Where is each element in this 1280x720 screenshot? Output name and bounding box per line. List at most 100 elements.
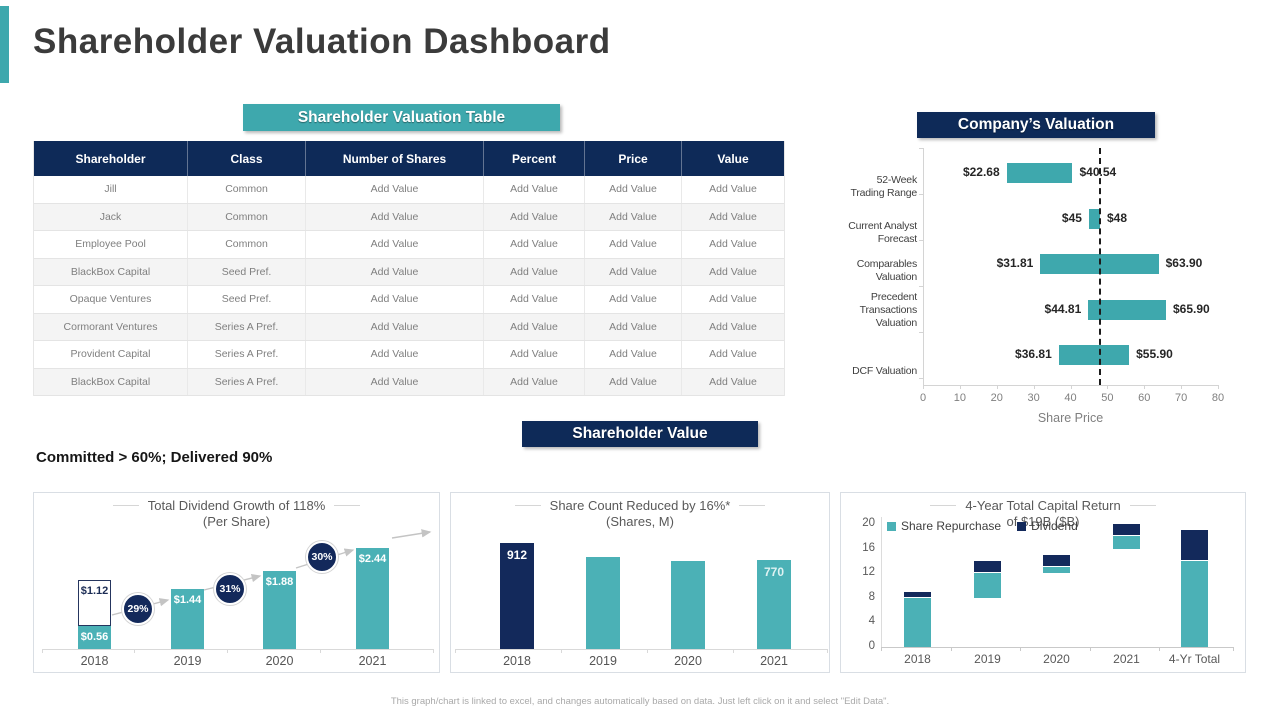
range-bar[interactable] bbox=[1088, 209, 1100, 229]
range-low-label: $44.81 bbox=[1044, 302, 1082, 316]
table-cell[interactable]: Common bbox=[188, 231, 306, 258]
table-cell[interactable]: Add Value bbox=[484, 203, 585, 230]
shareholder-valuation-table[interactable]: Shareholder Class Number of Shares Percent P… bbox=[33, 141, 785, 396]
table-cell[interactable]: Add Value bbox=[306, 368, 484, 395]
x-axis-tick bbox=[1144, 385, 1146, 389]
table-cell[interactable]: Add Value bbox=[585, 286, 682, 313]
table-cell[interactable]: Seed Pref. bbox=[188, 258, 306, 285]
dividend-bar-segment[interactable] bbox=[263, 571, 296, 649]
x-axis-tick bbox=[1107, 385, 1109, 389]
category-axis-tick bbox=[919, 378, 923, 379]
table-cell[interactable]: Seed Pref. bbox=[188, 286, 306, 313]
share-count-bar[interactable] bbox=[500, 543, 534, 649]
table-cell[interactable]: Add Value bbox=[585, 203, 682, 230]
table-cell[interactable]: Add Value bbox=[306, 341, 484, 368]
table-cell[interactable]: Add Value bbox=[306, 176, 484, 203]
table-cell[interactable]: Common bbox=[188, 203, 306, 230]
growth-percent-badge: 30% bbox=[306, 541, 338, 573]
table-cell[interactable]: Add Value bbox=[306, 258, 484, 285]
table-cell[interactable]: Add Value bbox=[709, 375, 757, 388]
share-count-bar[interactable] bbox=[671, 561, 705, 649]
dividend-bar-segment[interactable] bbox=[974, 560, 1001, 573]
table-cell[interactable]: BlackBox Capital bbox=[34, 368, 188, 395]
table-cell[interactable]: BlackBox Capital bbox=[34, 258, 188, 285]
share-count-bar[interactable] bbox=[586, 557, 620, 649]
range-bar[interactable] bbox=[1058, 345, 1130, 365]
table-cell[interactable]: Jill bbox=[34, 176, 188, 203]
company-valuation-chart[interactable]: 52-Week Trading Range $22.68 $40.54 Current… bbox=[845, 142, 1245, 430]
x-tick-label: 50 bbox=[1101, 392, 1114, 404]
dividend-bar-segment[interactable] bbox=[904, 591, 931, 597]
table-cell[interactable]: Jack bbox=[34, 203, 188, 230]
table-cell[interactable]: Add Value bbox=[306, 286, 484, 313]
share-count-bar[interactable] bbox=[757, 560, 791, 649]
table-cell[interactable]: Add Value bbox=[585, 368, 682, 395]
range-high-label: $40.54 bbox=[1079, 165, 1117, 179]
table-cell[interactable]: Add Value bbox=[585, 176, 682, 203]
title-dash bbox=[514, 505, 541, 506]
repurchase-bar-segment[interactable] bbox=[1181, 560, 1208, 647]
table-cell[interactable]: Cormorant Ventures bbox=[34, 313, 188, 340]
dividend-bar-segment[interactable] bbox=[171, 589, 204, 649]
dividend-bar-segment[interactable] bbox=[1113, 524, 1140, 536]
bar-value-label: $1.88 bbox=[265, 576, 294, 588]
dividend-bar-segment[interactable] bbox=[1181, 530, 1208, 560]
table-cell[interactable]: Provident Capital bbox=[34, 341, 188, 368]
x-axis-line bbox=[42, 649, 433, 650]
table-cell[interactable]: Add Value bbox=[585, 231, 682, 258]
table-cell[interactable]: Series A Pref. bbox=[188, 368, 306, 395]
table-cell[interactable]: Add Value bbox=[306, 231, 484, 258]
table-cell[interactable]: Add Value bbox=[709, 183, 757, 196]
y-tick-label: 12 bbox=[862, 566, 875, 579]
table-header-row: Shareholder Class Number of Shares Percent P… bbox=[34, 141, 784, 176]
table-cell[interactable]: Add Value bbox=[306, 313, 484, 340]
table-cell[interactable]: Add Value bbox=[585, 258, 682, 285]
x-axis-tick bbox=[951, 647, 952, 651]
title-dash bbox=[112, 505, 139, 506]
dividend-bar-segment[interactable] bbox=[1043, 554, 1070, 567]
y-tick-label: 16 bbox=[862, 541, 875, 554]
table-cell[interactable]: Series A Pref. bbox=[188, 313, 306, 340]
table-cell[interactable]: Add Value bbox=[484, 258, 585, 285]
table-cell[interactable]: Common bbox=[188, 176, 306, 203]
table-cell[interactable]: Employee Pool bbox=[34, 231, 188, 258]
range-high-label: $55.90 bbox=[1136, 347, 1173, 361]
repurchase-bar-segment[interactable] bbox=[974, 573, 1001, 598]
table-cell[interactable]: Add Value bbox=[585, 313, 682, 340]
dividend-bar-segment[interactable] bbox=[78, 580, 111, 626]
category-label: 52-Week Trading Range bbox=[850, 174, 918, 199]
table-cell[interactable]: Add Value bbox=[484, 313, 585, 340]
table-cell[interactable]: Add Value bbox=[709, 320, 757, 333]
table-cell[interactable]: Series A Pref. bbox=[188, 341, 306, 368]
repurchase-bar-segment[interactable] bbox=[1043, 567, 1070, 574]
dividend-bar-segment[interactable] bbox=[356, 548, 389, 649]
bar-value-label: $0.56 bbox=[80, 631, 109, 643]
title-dash bbox=[1129, 505, 1156, 506]
table-cell[interactable]: Add Value bbox=[709, 348, 757, 361]
table-cell[interactable]: Add Value bbox=[484, 368, 585, 395]
table-cell[interactable]: Add Value bbox=[484, 286, 585, 313]
dividend-growth-chart-panel[interactable]: Total Dividend Growth of 118% (Per Share… bbox=[33, 492, 440, 673]
table-cell[interactable]: Add Value bbox=[585, 341, 682, 368]
dividend-bar-segment[interactable] bbox=[78, 626, 111, 649]
share-count-chart-panel[interactable]: Share Count Reduced by 16%* (Shares, M) … bbox=[450, 492, 830, 673]
table-cell[interactable]: Add Value bbox=[484, 341, 585, 368]
table-cell[interactable]: Add Value bbox=[709, 210, 757, 223]
range-bar[interactable] bbox=[1088, 300, 1166, 320]
repurchase-bar-segment[interactable] bbox=[904, 597, 931, 647]
capital-return-chart-panel[interactable]: 4-Year Total Capital Return of $19B ($B)… bbox=[840, 492, 1246, 673]
x-axis-tick bbox=[733, 649, 734, 653]
table-cell[interactable]: Add Value bbox=[484, 231, 585, 258]
table-cell[interactable]: Add Value bbox=[709, 265, 757, 278]
table-cell[interactable]: Add Value bbox=[484, 176, 585, 203]
table-cell[interactable]: Add Value bbox=[709, 293, 757, 306]
range-bar[interactable] bbox=[1006, 163, 1073, 183]
chart-title: Share Count Reduced by 16%* bbox=[451, 498, 829, 513]
repurchase-bar-segment[interactable] bbox=[1113, 536, 1140, 549]
x-tick-label: 2021 bbox=[1113, 652, 1140, 666]
range-high-label: $63.90 bbox=[1165, 256, 1203, 270]
table-cell[interactable]: Add Value bbox=[709, 238, 757, 251]
chart-subtitle: (Per Share) bbox=[202, 514, 271, 529]
table-cell[interactable]: Opaque Ventures bbox=[34, 286, 188, 313]
table-cell[interactable]: Add Value bbox=[306, 203, 484, 230]
